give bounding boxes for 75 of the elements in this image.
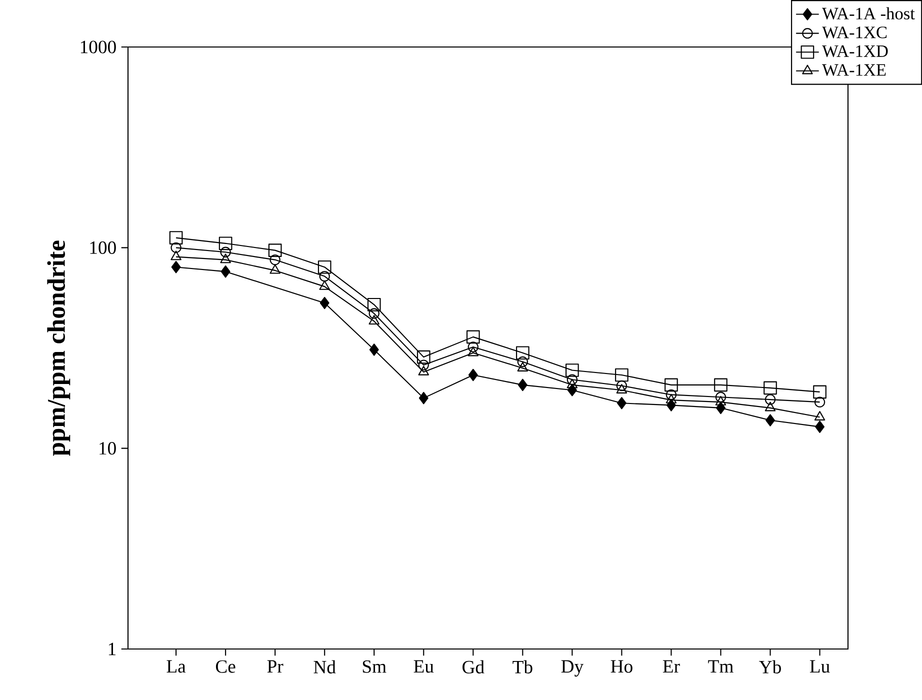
point [416,350,430,364]
point [220,254,231,264]
point [171,260,181,274]
point [468,368,478,382]
legend-label: WA-1XD [822,45,888,58]
x-tick-label: Tb [512,660,532,674]
point [218,236,232,250]
point [714,378,728,392]
point [516,346,530,360]
x-tick-label: Yb [759,660,781,674]
point [518,378,528,392]
point [368,315,380,325]
point [566,364,579,377]
y-tick-label: 1 [108,642,116,656]
point [616,380,628,392]
point [418,360,429,370]
point [764,394,776,405]
legend-label: WA-1XE [822,64,886,76]
point [664,378,678,392]
point [813,385,826,399]
point [268,244,282,257]
point [169,231,183,244]
x-tick-label: Ho [610,660,632,673]
y-tick-label: 100 [90,241,116,254]
x-tick-label: Sm [362,660,386,673]
point [170,250,182,260]
x-tick-label: Pr [267,660,284,673]
x-tick-label: Dy [561,660,584,677]
x-tick-label: Gd [462,660,484,674]
point [270,264,280,274]
point [220,246,231,258]
point [220,265,230,278]
point [369,344,379,356]
point [318,260,332,274]
point [615,368,628,382]
x-tick-label: Nd [314,660,336,674]
point [468,346,479,356]
point [666,389,677,400]
point [466,330,480,344]
point [616,384,628,394]
legend-label: WA-1XC [822,26,887,38]
point [270,254,280,266]
y-tick-label: 10 [100,442,116,455]
point [815,420,825,433]
point [814,411,826,420]
x-tick-label: Lu [810,660,830,673]
point [468,342,478,352]
point [566,374,578,385]
point [666,394,677,404]
point [616,396,626,410]
point [517,362,528,372]
point [764,402,776,412]
point [418,392,428,404]
x-tick-label: La [166,660,186,673]
point [517,356,528,368]
point [320,296,330,310]
point [715,396,726,406]
legend-label: WA-1A -host [822,7,915,20]
point [764,381,777,395]
point [418,366,430,376]
point [367,298,381,312]
y-tick-label: 1000 [80,40,116,54]
point [715,392,726,402]
point [319,270,330,282]
x-tick-label: Tm [708,660,734,673]
point [814,396,826,408]
point [566,378,578,388]
point [368,308,380,319]
point [170,242,182,253]
y-axis-title: ppm/ppm chondrite [47,240,70,456]
point [766,414,775,426]
x-tick-label: Eu [414,660,434,673]
x-tick-label: Ce [216,660,236,673]
x-tick-label: Er [662,660,680,673]
point [319,280,330,290]
